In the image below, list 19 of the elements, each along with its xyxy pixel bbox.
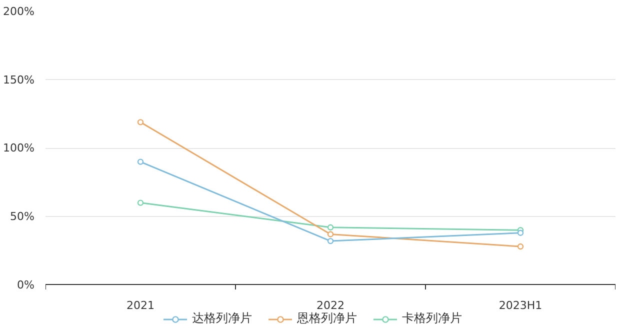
point [327,238,334,244]
legend-label: 恩格列净片 [297,310,357,327]
y-tick-label: 100% [3,142,35,155]
point [137,119,144,126]
point [517,243,524,250]
x-tick-label: 2022 [316,298,345,312]
x-tick-label: 2023H1 [498,298,542,312]
y-tick-label: 50% [10,210,35,223]
y-tick-label: 150% [3,73,35,86]
point [137,158,144,165]
legend-label: 卡格列净片 [402,310,462,327]
legend-label: 达格列净片 [192,310,252,327]
point [327,231,334,238]
y-tick-label: 0% [17,278,34,292]
point [327,224,334,230]
point [517,230,524,236]
point [137,200,144,206]
y-tick-label: 200% [3,5,35,18]
x-tick-label: 2021 [126,298,155,312]
